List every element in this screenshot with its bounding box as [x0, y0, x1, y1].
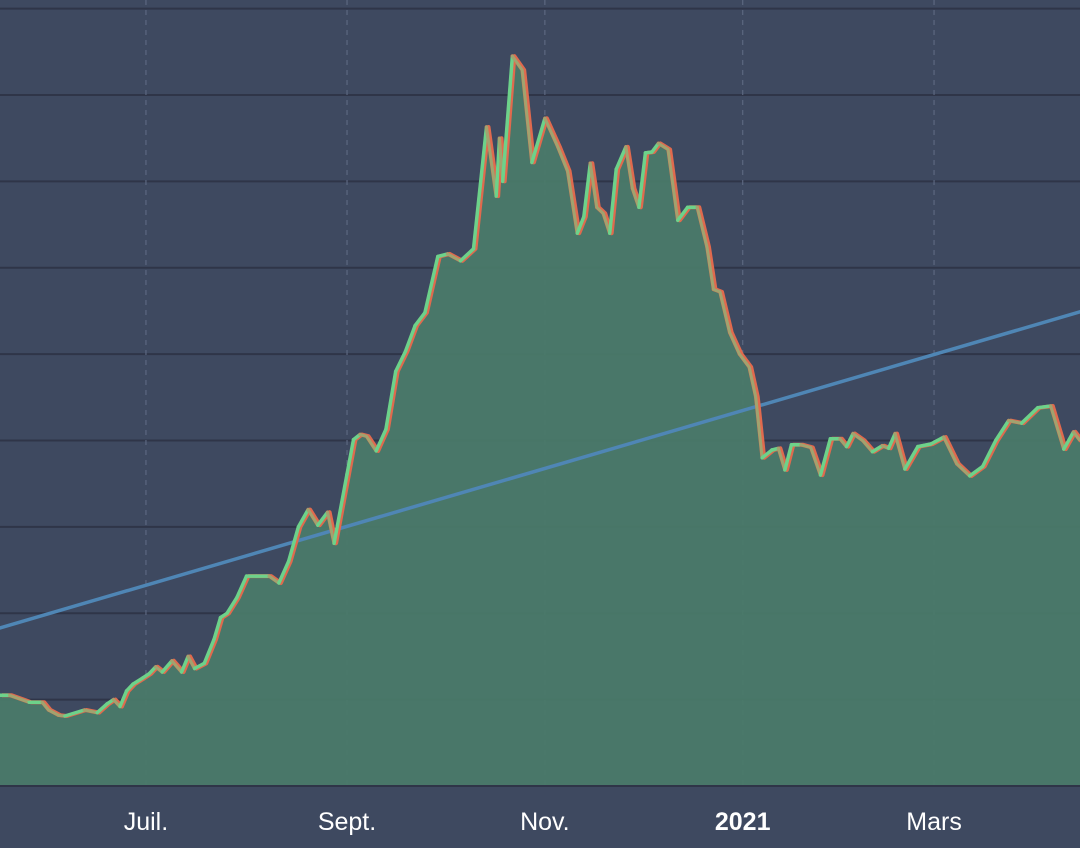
price-line: [0, 54, 1080, 718]
area-fill: [0, 56, 1080, 787]
x-tick-label-mars: Mars: [906, 808, 962, 836]
x-tick-label-sept: Sept.: [318, 808, 376, 836]
x-axis-tick-labels: Juil. Sept. Nov. 2021 Mars: [124, 808, 962, 836]
x-tick-label-2021: 2021: [715, 808, 771, 836]
trend-series: [0, 310, 1080, 630]
area-series: [0, 56, 1080, 787]
price-line-series: [0, 54, 1080, 718]
trend-line: [0, 310, 1080, 630]
x-tick-label-nov: Nov.: [520, 808, 570, 836]
x-tick-label-juil: Juil.: [124, 808, 168, 836]
